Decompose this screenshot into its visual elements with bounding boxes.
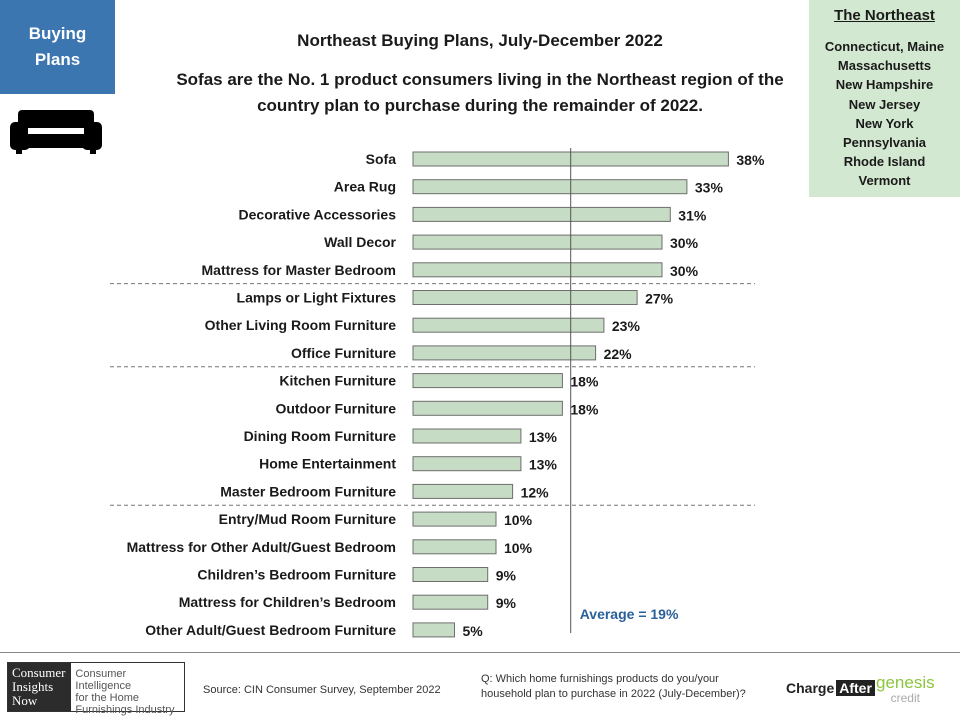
genesis-credit-logo: genesis credit xyxy=(876,673,935,705)
category-label: Kitchen Furniture xyxy=(279,373,396,389)
region-state: Massachusetts xyxy=(837,58,932,74)
logo-word-consumer: Consumer xyxy=(12,665,66,680)
logo-word-now: Now xyxy=(12,693,38,708)
genesis-logo-credit: credit xyxy=(890,691,920,705)
bar xyxy=(412,511,497,527)
data-label: 18% xyxy=(570,374,599,390)
region-state-list: Connecticut, Maine Massachusetts New Hamps… xyxy=(809,37,960,191)
bar xyxy=(412,345,597,361)
data-label: 13% xyxy=(529,429,558,445)
chargeafter-logo-a: Charge xyxy=(786,680,835,696)
data-label: 22% xyxy=(604,346,633,362)
category-label: Lamps or Light Fixtures xyxy=(237,290,397,306)
region-state: New York xyxy=(855,115,914,131)
category-label: Wall Decor xyxy=(324,234,396,250)
survey-question-line2: household plan to purchase in 2022 (July… xyxy=(481,688,746,700)
logo-tagline-3: Furnishings Industry xyxy=(75,704,175,716)
data-label: 18% xyxy=(570,401,599,417)
chargeafter-logo-b: After xyxy=(836,680,875,696)
data-label: 12% xyxy=(521,484,550,500)
category-label: Mattress for Master Bedroom xyxy=(202,262,397,278)
bar xyxy=(412,539,497,555)
survey-question: Q: Which home furnishings products do yo… xyxy=(481,672,781,702)
chart-subtitle: Sofas are the No. 1 product consumers li… xyxy=(176,70,784,115)
bar xyxy=(412,317,605,333)
bar xyxy=(412,594,489,610)
data-label: 5% xyxy=(463,623,484,639)
chart-title: Northeast Buying Plans, July-December 20… xyxy=(297,31,663,50)
bar xyxy=(412,622,455,638)
data-label: 30% xyxy=(670,235,699,251)
footer-divider xyxy=(0,652,960,653)
region-state: Rhode Island xyxy=(843,154,926,170)
section-tag: Buying Plans xyxy=(0,0,115,94)
region-state: New Hampshire xyxy=(835,77,934,93)
category-label: Outdoor Furniture xyxy=(275,400,396,416)
data-label: 31% xyxy=(678,207,707,223)
data-label: 33% xyxy=(695,180,724,196)
category-label: Other Living Room Furniture xyxy=(205,317,397,333)
source-note: Source: CIN Consumer Survey, September 2… xyxy=(203,684,441,696)
bar xyxy=(412,456,522,472)
region-panel: The Northeast Connecticut, Maine Massachu… xyxy=(809,0,960,197)
bar xyxy=(412,373,563,389)
logo-tagline-2: for the Home xyxy=(75,692,140,704)
category-label: Home Entertainment xyxy=(259,456,396,472)
bar xyxy=(412,234,663,250)
bar xyxy=(412,483,514,499)
region-state: Vermont xyxy=(858,173,911,189)
region-state: Connecticut, Maine xyxy=(824,39,945,54)
data-label: 13% xyxy=(529,457,558,473)
average-label: Average = 19% xyxy=(580,606,679,622)
category-label: Sofa xyxy=(366,151,397,167)
bar xyxy=(412,428,522,444)
category-label: Master Bedroom Furniture xyxy=(220,483,396,499)
data-label: 27% xyxy=(645,291,674,307)
region-state: New Jersey xyxy=(848,96,921,112)
logo-word-insights: Insights xyxy=(12,679,54,694)
logo-tagline-1: Consumer Intelligence xyxy=(75,668,132,692)
data-label: 9% xyxy=(496,595,517,611)
chargeafter-logo: Charge After xyxy=(786,680,875,696)
data-label: 10% xyxy=(504,540,533,556)
genesis-logo-word: genesis xyxy=(876,673,935,692)
category-label: Mattress for Other Adult/Guest Bedroom xyxy=(127,539,396,555)
category-label: Entry/Mud Room Furniture xyxy=(219,511,397,527)
section-tag-line2: Plans xyxy=(34,50,81,69)
category-label: Children’s Bedroom Furniture xyxy=(197,567,396,583)
category-label: Dining Room Furniture xyxy=(244,428,397,444)
category-label: Other Adult/Guest Bedroom Furniture xyxy=(145,622,396,638)
data-label: 38% xyxy=(736,152,765,168)
section-tag-line1: Buying xyxy=(28,24,87,43)
data-label: 9% xyxy=(496,568,517,584)
sofa-icon xyxy=(10,110,102,154)
region-title: The Northeast xyxy=(834,7,935,24)
bar xyxy=(412,179,688,195)
bar xyxy=(412,206,671,222)
bar xyxy=(412,262,663,278)
bar xyxy=(412,290,638,305)
data-label: 10% xyxy=(504,512,533,528)
category-label: Decorative Accessories xyxy=(239,206,397,222)
survey-question-line1: Q: Which home furnishings products do yo… xyxy=(481,673,719,685)
bar xyxy=(412,400,563,416)
category-label: Area Rug xyxy=(334,179,396,195)
data-label: 23% xyxy=(612,318,641,334)
cin-logo: Consumer Insights Now Consumer Intellige… xyxy=(7,662,185,716)
region-state: Pennsylvania xyxy=(842,135,927,151)
category-label: Mattress for Children’s Bedroom xyxy=(179,594,396,610)
bar xyxy=(412,567,489,582)
category-label: Office Furniture xyxy=(291,345,396,361)
data-label: 30% xyxy=(670,263,699,279)
